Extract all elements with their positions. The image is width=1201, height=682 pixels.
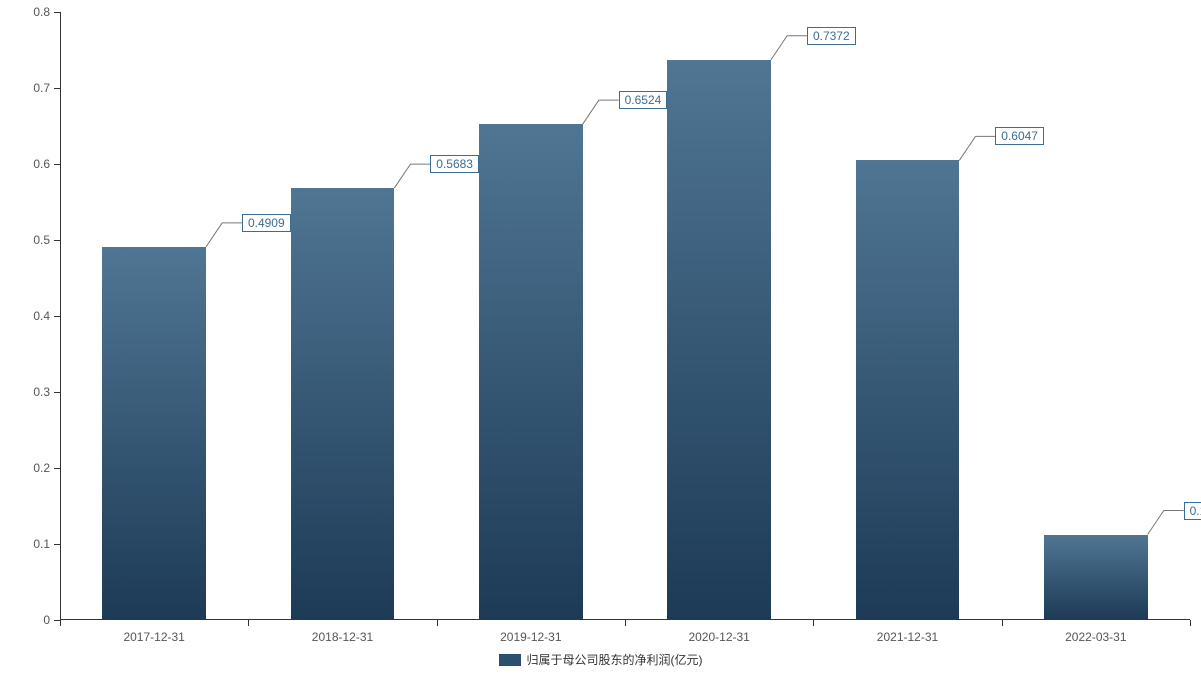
data-label: 0.6524 (619, 91, 668, 109)
bar (856, 160, 960, 620)
legend-label: 归属于母公司股东的净利润(亿元) (527, 651, 703, 668)
legend-swatch (499, 654, 521, 666)
y-tick (54, 316, 60, 317)
y-axis-line (60, 12, 61, 620)
y-tick-label: 0.7 (33, 81, 50, 95)
y-tick (54, 240, 60, 241)
data-label: 0.6047 (995, 127, 1044, 145)
x-tick-label: 2017-12-31 (123, 630, 184, 644)
x-tick-label: 2021-12-31 (877, 630, 938, 644)
x-tick (1002, 620, 1003, 626)
x-tick (248, 620, 249, 626)
data-label: 0.4909 (242, 214, 291, 232)
bar (1044, 535, 1148, 621)
data-label: 0.7372 (807, 27, 856, 45)
y-tick-label: 0 (43, 613, 50, 627)
y-tick (54, 392, 60, 393)
data-label: 0.5683 (430, 155, 479, 173)
bar (479, 124, 583, 620)
x-tick (1190, 620, 1191, 626)
y-tick-label: 0.4 (33, 309, 50, 323)
y-tick (54, 164, 60, 165)
x-tick-label: 2018-12-31 (312, 630, 373, 644)
plot-area: 00.10.20.30.40.50.60.70.82017-12-310.490… (60, 12, 1190, 620)
data-label: 0.1125 (1184, 502, 1201, 520)
bar (667, 60, 771, 620)
y-tick-label: 0.3 (33, 385, 50, 399)
y-tick (54, 88, 60, 89)
net-profit-bar-chart: 0 0.1 0.2 0.3 0.4 0.5 0.6 0.7 0.8 2017-12-31 0.490… (0, 0, 1201, 682)
y-tick (54, 12, 60, 13)
legend: 归属于母公司股东的净利润(亿元) (499, 651, 703, 668)
bar (102, 247, 206, 620)
x-tick (60, 620, 61, 626)
x-tick-label: 2019-12-31 (500, 630, 561, 644)
y-tick (54, 468, 60, 469)
x-tick-label: 2022-03-31 (1065, 630, 1126, 644)
y-tick-label: 0.5 (33, 233, 50, 247)
x-tick (813, 620, 814, 626)
y-tick-label: 0.1 (33, 537, 50, 551)
y-tick-label: 0.2 (33, 461, 50, 475)
x-tick (437, 620, 438, 626)
y-tick-label: 0.8 (33, 5, 50, 19)
bar (291, 188, 395, 620)
x-tick-label: 2020-12-31 (688, 630, 749, 644)
x-tick (625, 620, 626, 626)
y-tick (54, 544, 60, 545)
y-tick-label: 0.6 (33, 157, 50, 171)
